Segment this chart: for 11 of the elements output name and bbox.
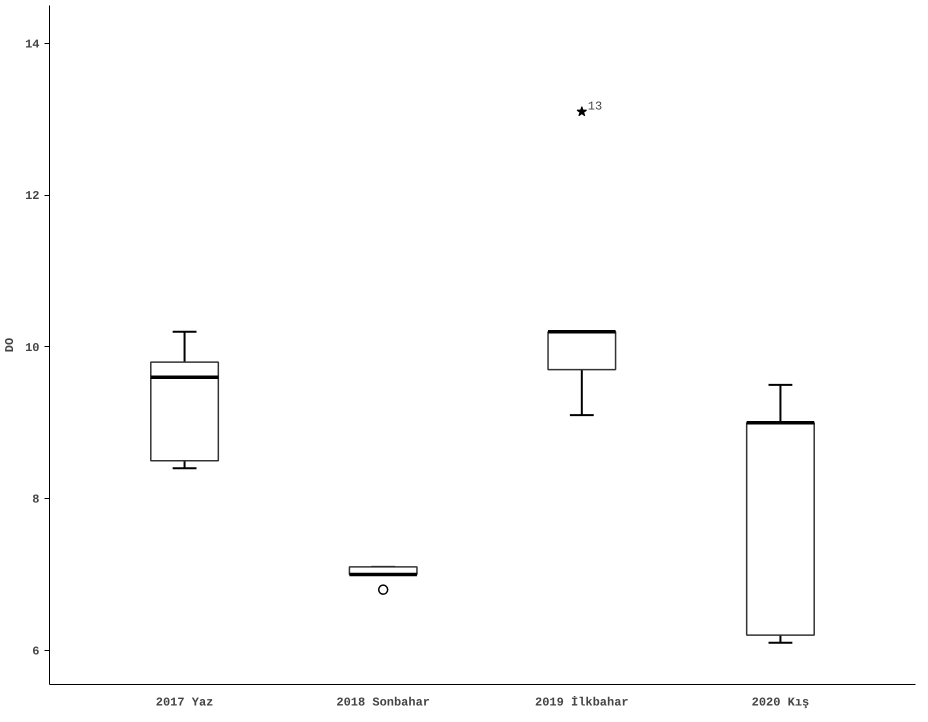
x-tick-label: 2020 Kış — [752, 696, 810, 710]
x-tick-label: 2019 İlkbahar — [535, 696, 629, 710]
y-axis-title: DO — [3, 338, 18, 352]
x-tick-label: 2017 Yaz — [156, 696, 214, 710]
x-tick-label: 2018 Sonbahar — [336, 696, 430, 710]
y-tick-label: 6 — [32, 644, 40, 658]
annotation: 13 — [588, 100, 602, 114]
y-tick-label: 12 — [25, 189, 40, 204]
y-tick-label: 14 — [25, 37, 40, 52]
y-tick-label: 8 — [32, 492, 40, 507]
y-tick-label: 10 — [25, 340, 40, 355]
